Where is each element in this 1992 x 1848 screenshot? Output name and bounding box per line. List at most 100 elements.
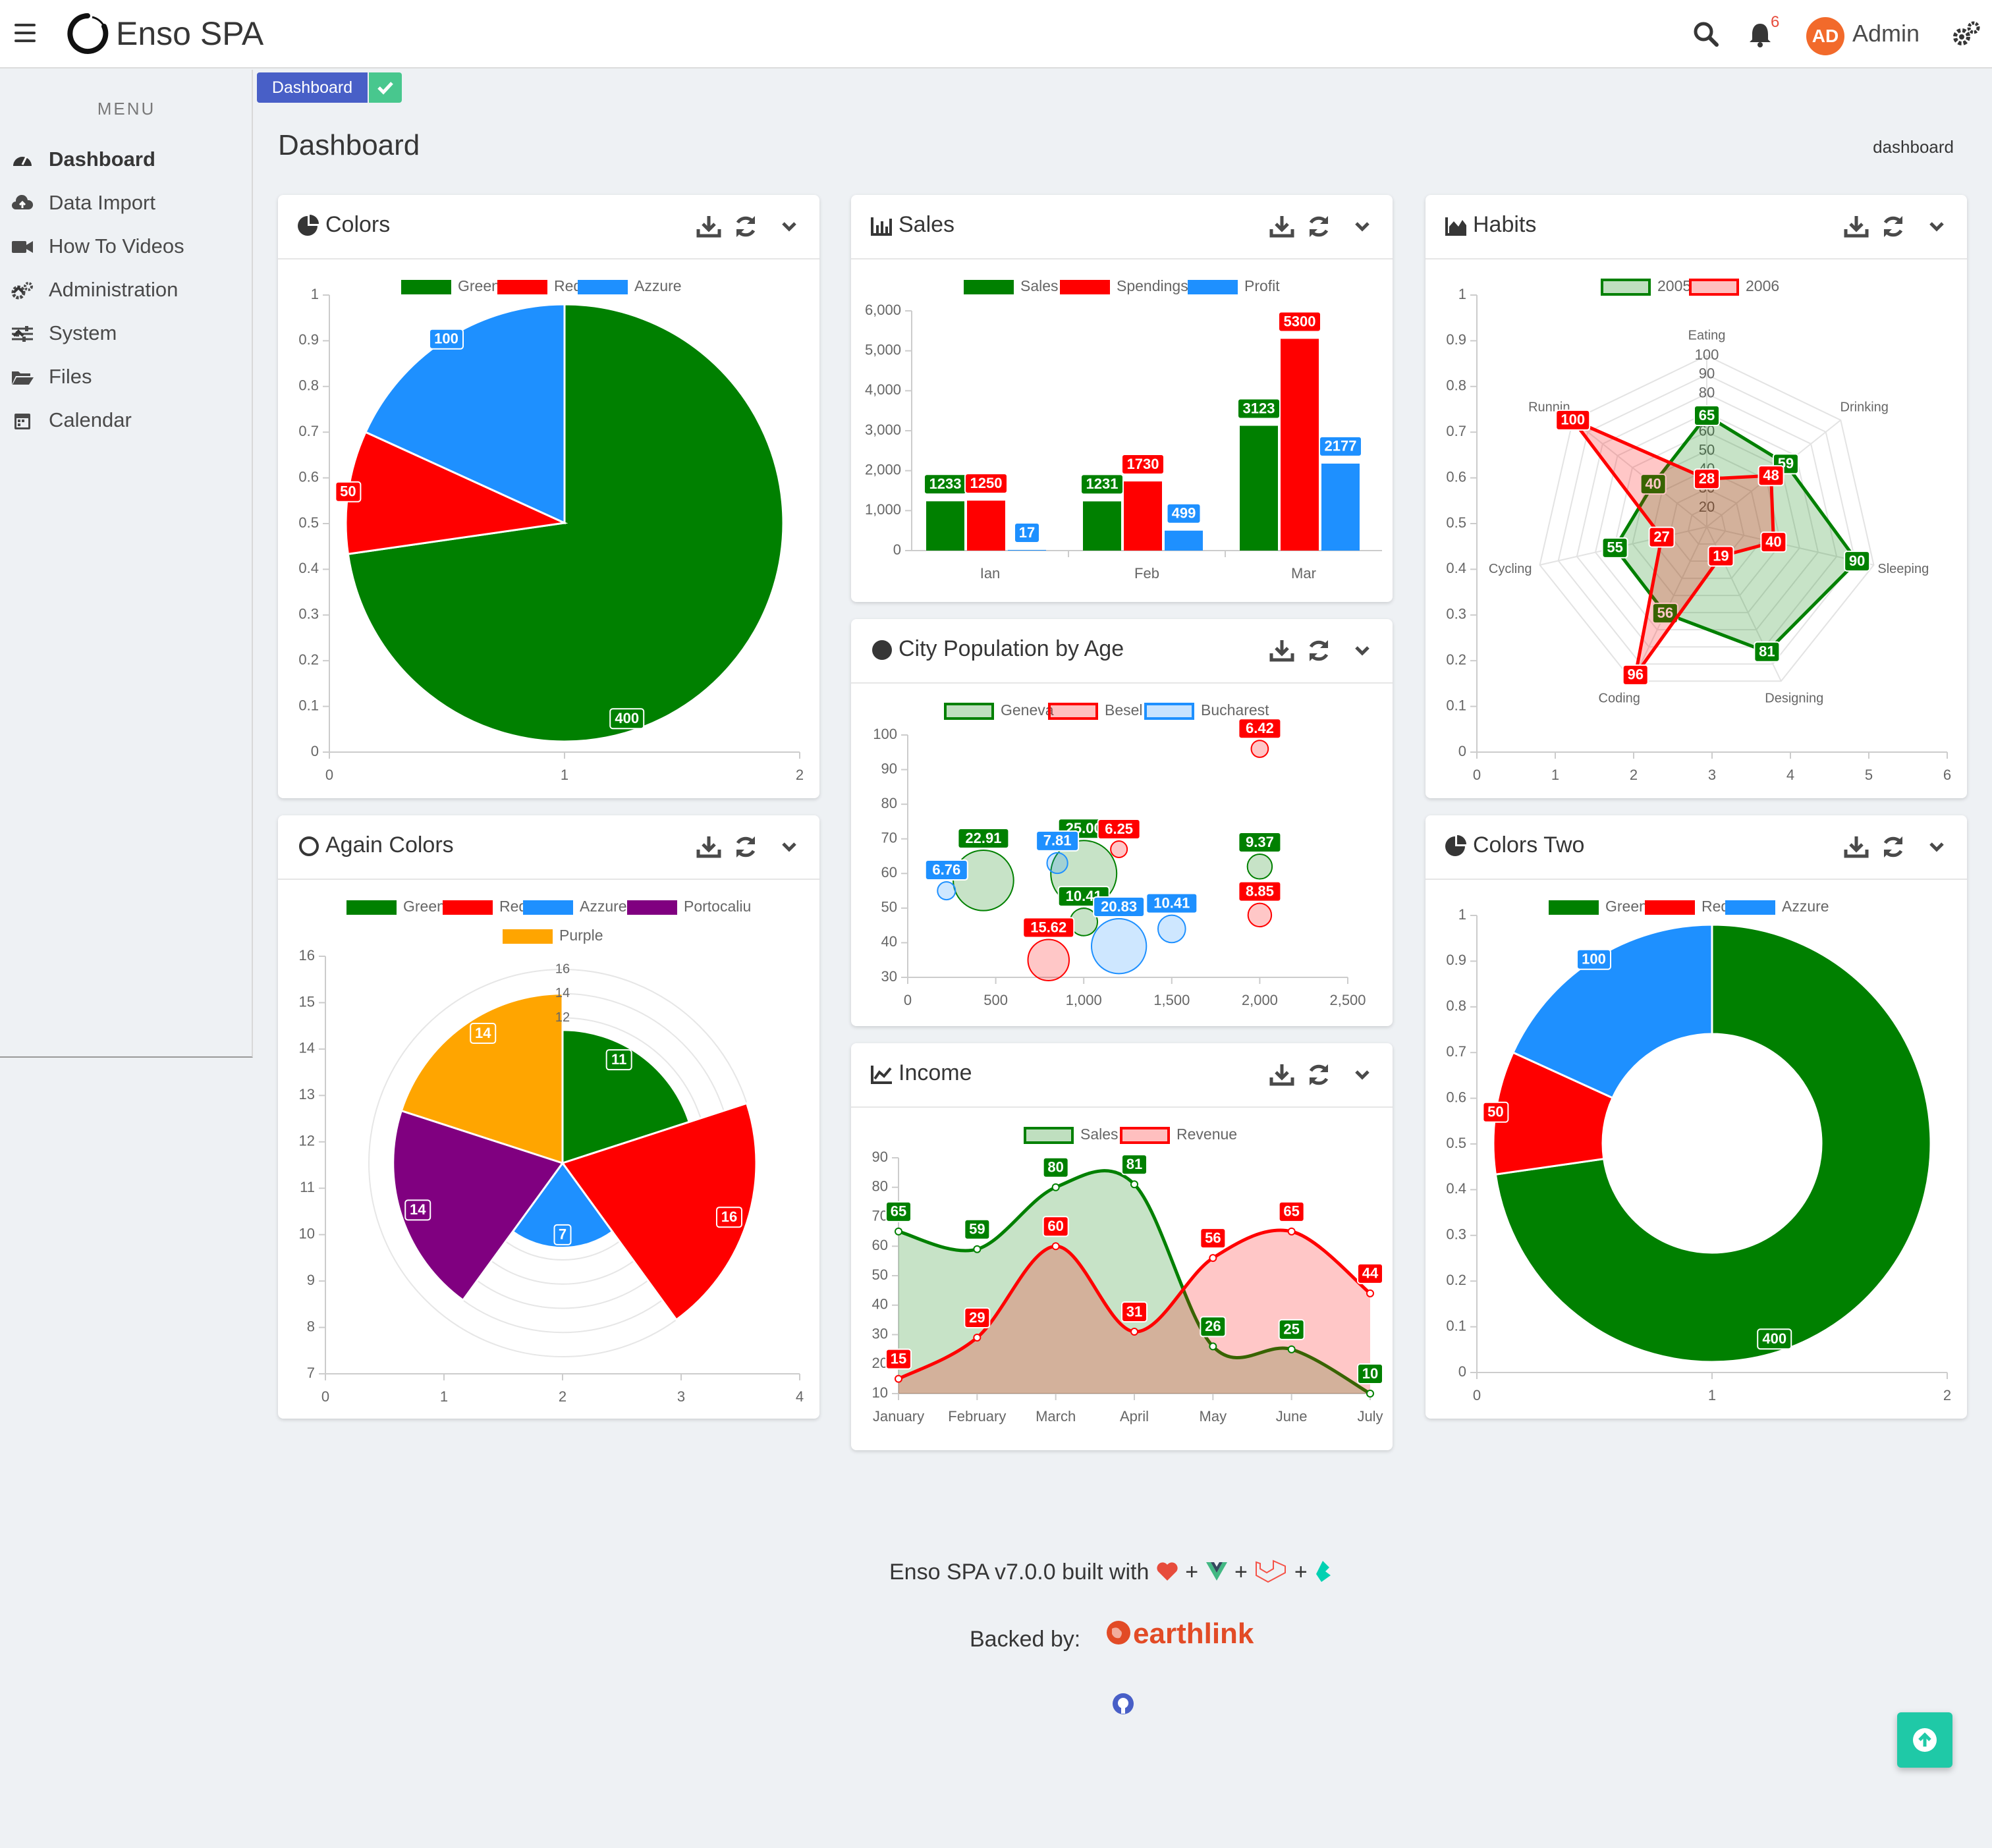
legend-swatch [401, 280, 451, 294]
refresh-icon[interactable] [733, 213, 759, 240]
refresh-icon[interactable] [1306, 1062, 1332, 1088]
sidebar-item-administration[interactable]: Administration [8, 271, 246, 308]
download-icon[interactable] [1843, 834, 1869, 860]
breadcrumb[interactable]: dashboard [1873, 137, 1954, 157]
card-header: Again Colors [278, 815, 819, 880]
brand-name[interactable]: Enso SPA [116, 15, 264, 52]
sidebar-item-data-import[interactable]: Data Import [8, 184, 246, 221]
radar-value-label: 48 [1763, 467, 1779, 483]
download-icon[interactable] [1843, 213, 1869, 240]
laravel-logo-icon[interactable] [1254, 1560, 1288, 1583]
sidebar-item-files[interactable]: Files [8, 358, 246, 395]
bar-value-label-bg [1166, 503, 1202, 524]
bubble-value-label-bg [1238, 881, 1282, 902]
x-tick-label: 2 [1630, 767, 1638, 783]
bar-sales [926, 501, 964, 551]
y-tick-label: 0.5 [1446, 1135, 1466, 1151]
card-body: Sales Spendings Profit 0 1,000 2,000 3,000 4,00… [851, 261, 1393, 602]
y-tick-label: 0 [1458, 1363, 1466, 1380]
line-value-label: 80 [1047, 1159, 1063, 1176]
bulma-logo-icon[interactable] [1314, 1560, 1333, 1583]
cogs-icon[interactable] [1950, 18, 1981, 50]
sidebar-item-how-to-videos[interactable]: How To Videos [8, 228, 246, 265]
line-value-label-bg [1278, 1318, 1305, 1340]
polar-value-label: 7 [559, 1226, 567, 1243]
chevron-down-icon[interactable] [776, 834, 802, 860]
bubble-geneva [1246, 854, 1273, 880]
y-tick-label: 14 [299, 1040, 315, 1056]
line-value-label-bg [1357, 1263, 1383, 1284]
bar-value-label-bg [1278, 311, 1321, 333]
legend-label: Green [403, 898, 445, 915]
earthlink-logo[interactable]: earthlink [1104, 1617, 1254, 1650]
download-icon[interactable] [1269, 638, 1295, 664]
radar-value-label: 55 [1607, 539, 1622, 556]
polar-value-label-bg [470, 1022, 497, 1044]
radar-tick-label: 100 [1695, 346, 1719, 363]
bookmark-sticky-toggle[interactable] [369, 72, 402, 103]
bubble-value-label: 20.83 [1101, 898, 1137, 915]
refresh-icon[interactable] [1880, 834, 1906, 860]
bell-icon[interactable] [1744, 18, 1776, 50]
sidebar-item-calendar[interactable]: Calendar [8, 402, 246, 439]
search-icon[interactable] [1690, 18, 1722, 50]
bubble-value-label: 7.81 [1043, 832, 1072, 849]
user-name[interactable]: Admin [1852, 20, 1920, 47]
radar-value-label: 27 [1653, 528, 1669, 545]
bookmark-dashboard[interactable]: Dashboard [257, 72, 368, 103]
bar-value-label: 499 [1172, 505, 1196, 522]
line-point [1130, 1328, 1138, 1336]
scroll-to-top-button[interactable] [1897, 1712, 1952, 1768]
card-title: City Population by Age [899, 636, 1124, 661]
github-icon[interactable] [1112, 1693, 1134, 1715]
chevron-down-icon[interactable] [1923, 213, 1950, 240]
navbar: Enso SPA 6 AD Admin [0, 0, 1992, 68]
download-icon[interactable] [696, 834, 722, 860]
pie-value-label: 400 [615, 710, 639, 726]
x-tick-label: Mar [1291, 565, 1316, 582]
bubble-value-label-bg [1238, 718, 1282, 740]
download-icon[interactable] [1269, 1062, 1295, 1088]
line-value-label-bg [1042, 1216, 1069, 1237]
chevron-down-icon[interactable] [1349, 213, 1375, 240]
vue-logo-icon[interactable] [1205, 1561, 1229, 1582]
avatar[interactable]: AD [1806, 17, 1844, 55]
line-point [1051, 1183, 1060, 1191]
download-icon[interactable] [1269, 213, 1295, 240]
line-value-label: 29 [969, 1309, 985, 1326]
legend-swatch [497, 280, 547, 294]
radar-grid-ring [1613, 431, 1800, 614]
y-tick-label: 0.9 [298, 331, 319, 348]
line-value-label: 59 [969, 1221, 985, 1237]
notification-count: 6 [1771, 13, 1780, 31]
refresh-icon[interactable] [733, 834, 759, 860]
footer-plus: + [1234, 1560, 1248, 1585]
legend-swatch [1144, 703, 1194, 720]
x-tick-label: 500 [983, 992, 1008, 1008]
bar-value-label: 1730 [1127, 456, 1159, 472]
chevron-down-icon[interactable] [1923, 834, 1950, 860]
sidebar-item-system[interactable]: System [8, 315, 246, 352]
refresh-icon[interactable] [1880, 213, 1906, 240]
download-icon[interactable] [696, 213, 722, 240]
cloud-upload-icon [12, 194, 34, 209]
refresh-icon[interactable] [1306, 213, 1332, 240]
sidebar-item-dashboard[interactable]: Dashboard [8, 141, 246, 178]
chevron-down-icon[interactable] [776, 213, 802, 240]
chevron-down-icon[interactable] [1349, 638, 1375, 664]
line-value-label: 31 [1126, 1303, 1142, 1320]
line-value-label: 56 [1205, 1230, 1221, 1246]
radar-category-label: Cycling [1489, 562, 1532, 576]
menu-toggle-icon[interactable] [14, 24, 36, 43]
bar-value-label-bg [1080, 474, 1124, 495]
x-tick-label: 2,500 [1329, 992, 1366, 1008]
y-tick-label: 12 [299, 1133, 315, 1149]
enso-logo[interactable] [66, 12, 109, 55]
chevron-down-icon[interactable] [1349, 1062, 1375, 1088]
x-tick-label: March [1036, 1408, 1076, 1425]
polar-value-label-bg [605, 1049, 632, 1071]
x-tick-label: 3 [1708, 767, 1716, 783]
bubble-besel [1110, 840, 1128, 858]
radar-value-label: 90 [1849, 553, 1865, 569]
refresh-icon[interactable] [1306, 638, 1332, 664]
